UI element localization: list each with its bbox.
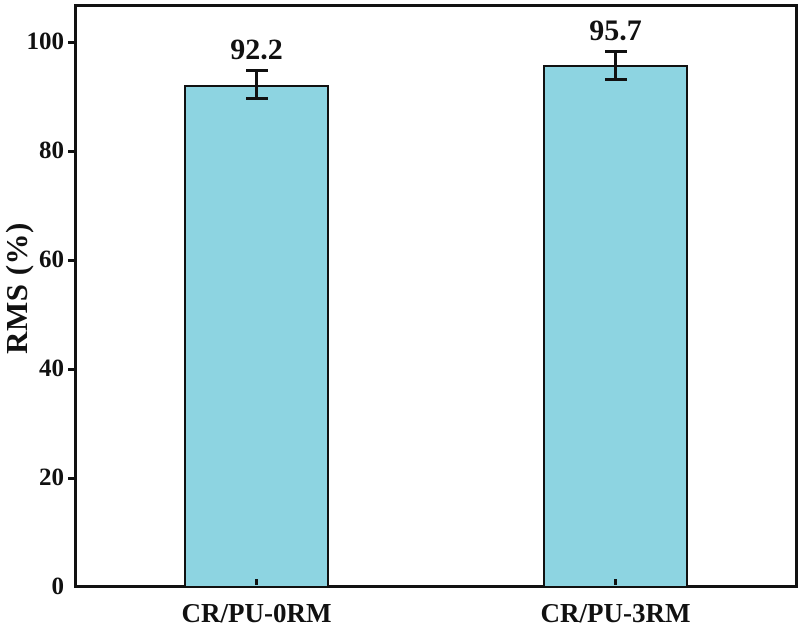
bar-value-label: 95.7 xyxy=(589,13,642,47)
x-category-label: CR/PU-0RM xyxy=(181,598,332,628)
bar-value-label: 92.2 xyxy=(230,32,283,66)
y-tick-label: 40 xyxy=(39,355,64,382)
y-tick xyxy=(68,40,74,44)
error-bar-line xyxy=(614,51,617,80)
error-bar-cap-bottom xyxy=(245,96,268,100)
bar-0 xyxy=(184,84,329,588)
error-bar-line xyxy=(255,70,258,99)
y-tick xyxy=(68,476,74,480)
y-tick-label: 20 xyxy=(39,464,64,491)
y-tick xyxy=(68,367,74,371)
plot-area: 0 20 40 60 80 100 92.2 CR/PU-0RM 95.7 CR/PU-3RM xyxy=(27,4,798,628)
bar-1 xyxy=(543,65,688,588)
error-bar-cap-top xyxy=(604,50,627,54)
error-bar-cap-top xyxy=(245,69,268,73)
y-tick-label: 100 xyxy=(26,28,65,55)
y-tick-label: 80 xyxy=(39,137,64,164)
x-tick xyxy=(614,579,617,585)
y-tick-label: 0 xyxy=(51,573,65,600)
y-tick xyxy=(68,258,74,262)
error-bar-cap-bottom xyxy=(604,77,627,81)
y-axis-title: RMS (%) xyxy=(0,222,34,354)
x-category-label: CR/PU-3RM xyxy=(540,598,691,628)
x-tick xyxy=(255,579,258,585)
y-tick xyxy=(68,149,74,153)
y-tick-label: 60 xyxy=(39,246,64,273)
